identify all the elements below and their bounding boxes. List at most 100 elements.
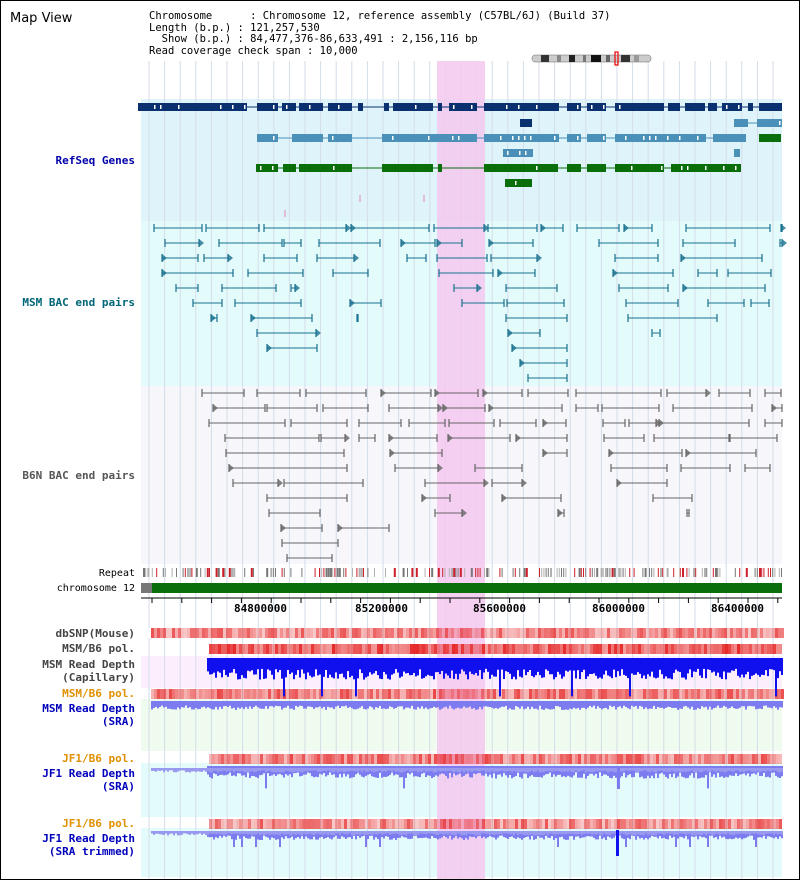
- depth-bar: [203, 831, 205, 834]
- depth-bar: [771, 658, 773, 670]
- heatmap-cell: [415, 628, 418, 638]
- depth-bar: [469, 766, 471, 778]
- depth-bar: [581, 766, 583, 778]
- depth-bar: [377, 658, 379, 676]
- depth-bar: [745, 701, 747, 710]
- ideogram-band: [621, 55, 630, 62]
- depth-bar: [331, 701, 333, 708]
- depth-bar: [453, 701, 455, 710]
- repeat-mark: [514, 568, 516, 577]
- depth-bar: [193, 768, 195, 772]
- exon-tick: [309, 105, 311, 109]
- depth-bar: [153, 768, 155, 771]
- jf1-b6-pol-label[interactable]: JF1/B6 pol.: [62, 752, 135, 765]
- depth-bar: [507, 766, 509, 778]
- heatmap-cell: [701, 754, 704, 764]
- depth-bar: [719, 658, 721, 678]
- depth-bar: [721, 831, 723, 834]
- depth-bar: [495, 658, 497, 677]
- heatmap-cell: [470, 754, 473, 764]
- msm-b6-pol-capillary-label[interactable]: MSM/B6 pol.: [62, 642, 135, 655]
- depth-bar: [567, 701, 569, 710]
- depth-bar: [549, 831, 551, 834]
- depth-bar: [665, 768, 667, 772]
- heatmap-cell: [512, 754, 515, 764]
- heatmap-cell: [547, 689, 550, 699]
- depth-bar: [215, 658, 217, 678]
- heatmap-cell: [406, 628, 409, 638]
- heatmap-cell: [494, 754, 497, 764]
- heatmap-cell: [535, 628, 538, 638]
- heatmap-cell: [484, 689, 487, 699]
- heatmap-cell: [599, 644, 602, 654]
- depth-bar: [739, 658, 741, 678]
- depth-bar: [209, 701, 211, 709]
- heatmap-cell: [617, 754, 620, 764]
- heatmap-cell: [458, 819, 461, 829]
- jf1-b6-pol-2-label[interactable]: JF1/B6 pol.: [62, 817, 135, 830]
- depth-bar: [769, 766, 771, 778]
- heatmap-cell: [428, 644, 431, 654]
- depth-bar: [633, 766, 635, 778]
- jf1-read-depth-trimmed-label[interactable]: JF1 Read Depth (SRA trimmed): [1, 832, 135, 858]
- depth-bar: [275, 831, 277, 840]
- depth-bar: [691, 768, 693, 771]
- gene-exon: [734, 119, 748, 127]
- heatmap-cell: [752, 754, 755, 764]
- depth-bar: [363, 831, 365, 836]
- depth-bar: [487, 701, 489, 707]
- depth-bar: [419, 701, 421, 709]
- heatmap-cell: [242, 819, 245, 829]
- b6n-bac-end-pairs-label[interactable]: B6N BAC end pairs: [22, 469, 135, 482]
- depth-bar: [563, 831, 565, 840]
- depth-bar: [581, 831, 583, 836]
- repeat-mark: [217, 568, 220, 577]
- heatmap-cell: [668, 644, 671, 654]
- heatmap-cell: [472, 628, 475, 638]
- msm-read-depth-capillary-label[interactable]: MSM Read Depth (Capillary): [1, 658, 135, 684]
- repeat-mark: [525, 568, 528, 577]
- depth-bar: [649, 658, 651, 677]
- depth-bar: [251, 768, 253, 772]
- depth-bar: [751, 701, 753, 707]
- depth-bar: [471, 766, 473, 778]
- depth-bar: [307, 768, 309, 772]
- msm-b6-pol-sra-label[interactable]: MSM/B6 pol.: [62, 687, 135, 700]
- depth-bar: [569, 658, 571, 671]
- depth-bar: [291, 831, 293, 836]
- depth-bar: [303, 831, 305, 834]
- repeat-mark: [666, 568, 669, 577]
- repeat-mark: [437, 568, 440, 577]
- depth-bar: [585, 831, 587, 834]
- depth-bar: [667, 768, 669, 772]
- repeat-mark: [224, 568, 226, 577]
- heatmap-cell: [635, 754, 638, 764]
- heatmap-cell: [386, 819, 389, 829]
- dbsnp-label[interactable]: dbSNP(Mouse): [55, 627, 135, 640]
- heatmap-cell: [487, 628, 490, 638]
- depth-bar: [689, 831, 691, 847]
- jf1-read-depth-label[interactable]: JF1 Read Depth (SRA): [1, 767, 135, 793]
- depth-bar: [445, 831, 447, 834]
- depth-bar: [433, 701, 435, 707]
- refseq-genes-label[interactable]: RefSeq Genes: [55, 154, 135, 167]
- msm-read-depth-sra-label[interactable]: MSM Read Depth (SRA): [1, 702, 135, 728]
- heatmap-cell: [266, 644, 269, 654]
- depth-bar: [283, 701, 285, 708]
- depth-bar: [333, 701, 335, 710]
- depth-bar: [747, 768, 749, 771]
- depth-bar: [709, 701, 711, 707]
- depth-bar: [665, 831, 667, 834]
- heatmap-cell: [424, 628, 427, 638]
- chromosome-bar-start: [141, 583, 152, 593]
- heatmap-cell: [400, 628, 403, 638]
- depth-bar: [653, 831, 655, 836]
- depth-bar: [645, 768, 647, 771]
- heatmap-cell: [500, 754, 503, 764]
- msm-bac-end-pairs-label[interactable]: MSM BAC end pairs: [22, 296, 135, 309]
- heatmap-cell: [178, 628, 181, 638]
- depth-bar: [631, 768, 633, 771]
- depth-bar: [183, 768, 185, 771]
- exon-tick: [338, 105, 340, 109]
